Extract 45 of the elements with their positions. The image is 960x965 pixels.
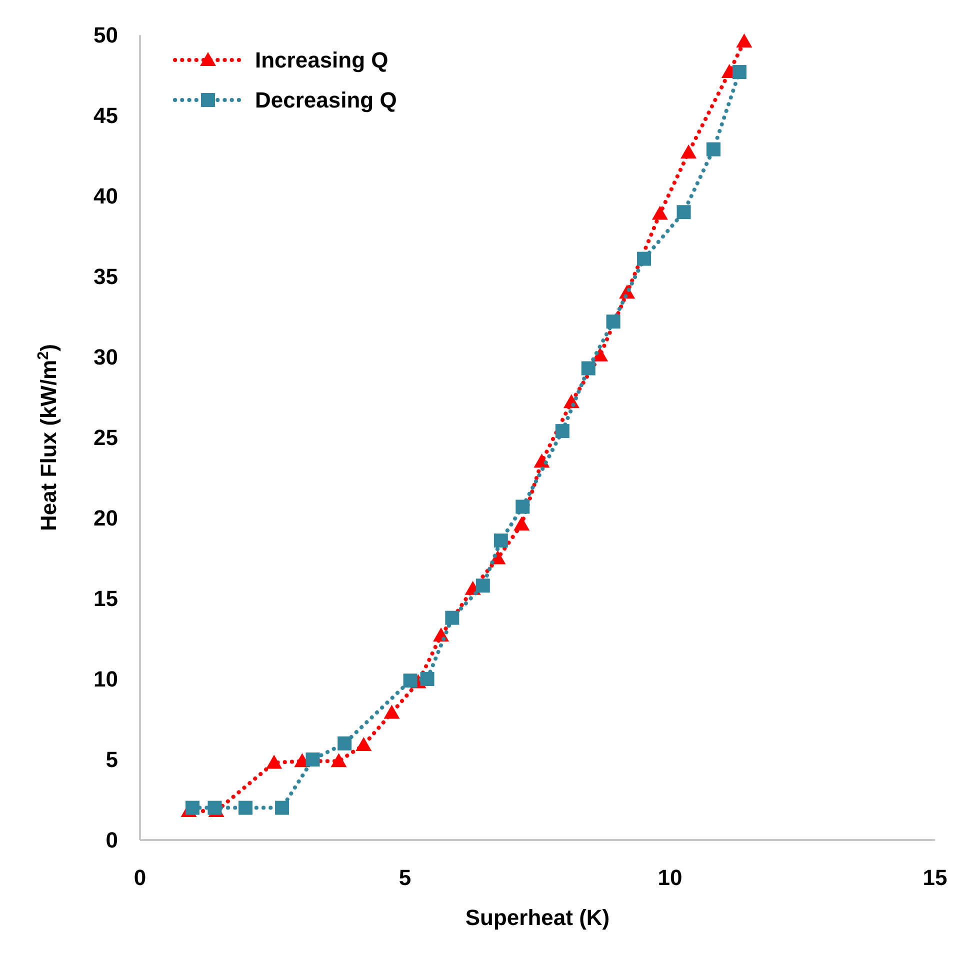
- point: [555, 424, 570, 438]
- y-tick-label: 40: [94, 184, 118, 209]
- point: [581, 361, 596, 376]
- point: [445, 610, 460, 625]
- point: [637, 252, 652, 266]
- point: [494, 534, 508, 548]
- point: [706, 142, 720, 156]
- point: [185, 800, 200, 815]
- point: [384, 704, 400, 719]
- point: [736, 33, 752, 48]
- point: [676, 205, 691, 220]
- y-tick-label: 35: [94, 264, 118, 290]
- point: [680, 144, 697, 159]
- y-tick-label: 25: [94, 425, 118, 450]
- y-tick-label: 45: [94, 103, 118, 128]
- point: [732, 65, 746, 80]
- point: [516, 500, 530, 514]
- point: [275, 800, 290, 815]
- y-tick-label: 0: [106, 828, 118, 853]
- y-tick-label: 10: [94, 666, 118, 692]
- point: [266, 754, 282, 769]
- legend-label: Increasing Q: [255, 48, 388, 73]
- y-tick-label: 30: [94, 344, 118, 370]
- point: [420, 672, 434, 686]
- y-tick-label: 20: [94, 506, 118, 531]
- x-tick-label: 5: [398, 865, 412, 890]
- point: [338, 736, 352, 750]
- x-tick-label: 10: [658, 865, 682, 890]
- point: [356, 737, 372, 752]
- point: [476, 578, 490, 593]
- y-tick-label: 5: [106, 747, 118, 772]
- point: [403, 674, 418, 688]
- point: [238, 800, 252, 815]
- x-tick-label: 15: [922, 865, 948, 890]
- y-tick-label: 15: [94, 586, 118, 612]
- x-tick-label: 0: [134, 865, 146, 890]
- point: [306, 752, 320, 766]
- point: [514, 516, 530, 530]
- point: [652, 206, 668, 220]
- point: [208, 800, 222, 815]
- x-axis-title: Superheat (K): [465, 905, 610, 930]
- point: [330, 753, 347, 768]
- legend-label: Decreasing Q: [255, 88, 397, 113]
- point: [606, 314, 620, 329]
- y-tick-label: 50: [94, 22, 118, 48]
